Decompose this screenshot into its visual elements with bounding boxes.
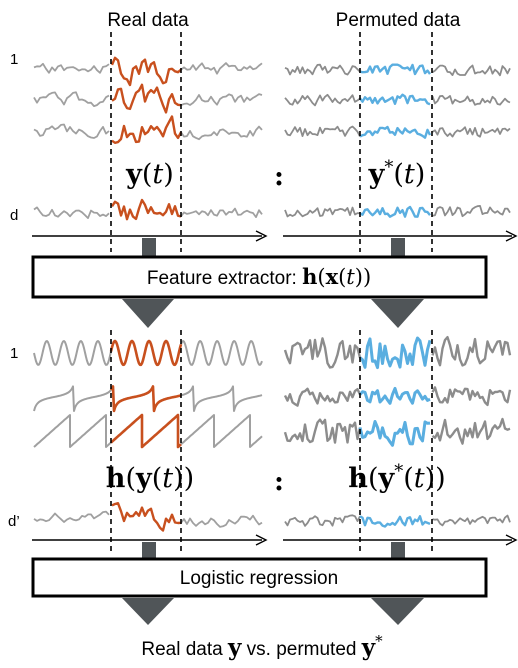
feature-real-sine-right	[180, 340, 263, 366]
feature-perm-2-left	[283, 387, 362, 407]
signal-perm-2-right	[431, 95, 511, 106]
feature-perm-1-left	[283, 337, 362, 369]
arrows-from-logistic-regression	[122, 598, 424, 625]
feature-real-d-prime-left	[33, 510, 110, 523]
signal-real-2-right	[180, 93, 263, 107]
time-axis-perm-top-arrowhead	[505, 230, 518, 242]
time-axes	[32, 230, 518, 546]
arrows-to-feature-extractor	[142, 238, 405, 258]
signal-perm-3-left	[284, 125, 361, 138]
signal-perm-1-right	[431, 64, 511, 77]
arrow-head-real-mid	[122, 299, 174, 328]
arrow-shaft-perm-bottom	[391, 542, 405, 560]
feature-real-tanh-left	[33, 385, 112, 412]
feature-perm-2-right	[431, 386, 512, 407]
signal-perm-2-left	[284, 93, 361, 107]
feature-perm-3-left	[283, 418, 362, 444]
signal-real-3-left	[33, 123, 110, 139]
signal-real-4-left	[33, 206, 110, 219]
logistic-regression-label: Logistic regression	[180, 568, 338, 589]
colon-top: :	[274, 161, 284, 192]
signal-real-1-right	[180, 62, 263, 75]
feature-perm-3-right	[431, 417, 511, 445]
signal-real-1-left	[33, 62, 110, 74]
header-real-data: Real data	[107, 10, 189, 31]
signal-real-3-right	[180, 125, 263, 141]
feature-real-sine-left	[33, 340, 112, 366]
signal-real-1-window	[110, 56, 182, 87]
label-y-t: y(t)	[125, 159, 174, 190]
feature-extractor-label: Feature extractor: h(x(t))	[147, 264, 371, 289]
arrow-head-perm-bottom	[371, 598, 424, 625]
colon-bottom: :	[274, 466, 284, 497]
feature-real-sawtooth-window	[110, 413, 182, 449]
signal-perm-3-window	[359, 125, 432, 139]
time-axis-perm-bottom-arrowhead	[505, 534, 518, 546]
signal-real-4-right	[180, 207, 263, 218]
row-label-top-d: d	[10, 207, 18, 224]
feature-real-d-prime-right	[180, 514, 263, 528]
feature-perm-4-left	[284, 514, 361, 527]
feature-real-sawtooth-right	[180, 414, 263, 448]
arrow-shaft-real-top	[142, 238, 156, 258]
signal-perm-4-right	[432, 205, 511, 218]
time-axis-real-bottom-arrowhead	[255, 534, 268, 546]
row-label-bottom-d-prime: d’	[8, 513, 20, 530]
logistic-regression-box	[31, 557, 488, 598]
signal-perm-2-window	[359, 93, 431, 106]
feature-real-sine-window	[109, 339, 183, 367]
row-label-bottom-1: 1	[10, 345, 18, 362]
signal-perm-4-left	[284, 206, 361, 218]
row-label-top-1: 1	[10, 51, 18, 68]
signal-perm-1-left	[284, 63, 361, 76]
signal-real-3-window	[111, 115, 183, 144]
label-h-y-t: h(y(t))	[106, 463, 194, 494]
header-permuted-data: Permuted data	[336, 10, 461, 31]
window-markers	[110, 32, 433, 552]
feature-extractor-box	[31, 255, 488, 299]
signal-real-2-left	[33, 91, 110, 107]
arrow-shaft-real-bottom	[142, 542, 156, 560]
feature-perm-4-window	[359, 515, 431, 528]
signal-perm-4-window	[359, 205, 431, 218]
signal-perm-1-window	[359, 63, 431, 76]
input-signals	[33, 56, 511, 221]
arrow-head-real-bottom	[122, 598, 174, 625]
feature-perm-1-right	[431, 336, 512, 367]
feature-perm-4-right	[432, 514, 511, 527]
label-h-y-star-t: h(y*(t))	[348, 461, 445, 494]
feature-perm-3-window	[358, 420, 431, 447]
output-caption: Real data y vs. permuted y*	[141, 632, 383, 661]
signal-real-4-window	[110, 198, 182, 221]
time-axis-real-top-arrowhead	[255, 230, 268, 242]
arrows-from-feature-extractor	[122, 299, 424, 328]
feature-perm-2-window	[358, 386, 431, 405]
arrows-to-logistic-regression	[142, 542, 405, 560]
feature-signals	[33, 336, 512, 532]
arrow-head-perm-mid	[371, 299, 424, 328]
feature-perm-1-window	[359, 336, 432, 370]
feature-real-sawtooth-left	[33, 414, 112, 448]
label-y-star-t: y*(t)	[368, 157, 426, 190]
signal-perm-3-right	[432, 126, 511, 138]
feature-real-d-prime-window	[111, 502, 182, 532]
signal-real-2-window	[111, 83, 182, 114]
arrow-shaft-perm-top	[391, 238, 405, 258]
feature-real-tanh-right	[180, 385, 263, 412]
feature-real-tanh-window	[109, 385, 182, 413]
